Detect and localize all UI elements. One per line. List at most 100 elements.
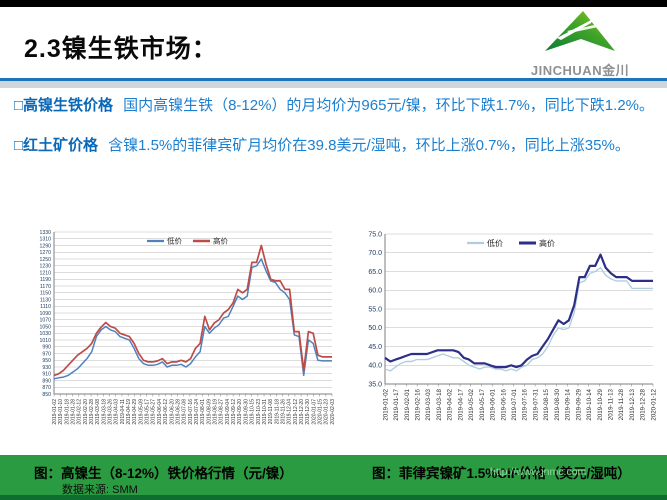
footer-bar: 图：高镍生（8-12%）铁价格行情（元/镍） 图：菲律宾镍矿1.5%CIF价格（…	[0, 455, 667, 500]
svg-text:2019-06-16: 2019-06-16	[500, 388, 507, 420]
svg-text:2019-01-28: 2019-01-28	[70, 399, 76, 425]
svg-text:2019-01-18: 2019-01-18	[64, 399, 70, 425]
svg-text:2019-07-16: 2019-07-16	[188, 399, 194, 425]
jinchuan-logo: JINCHUAN金川	[521, 7, 639, 79]
svg-text:60.0: 60.0	[368, 288, 382, 295]
svg-text:2019-05-02: 2019-05-02	[468, 388, 475, 420]
svg-text:70.0: 70.0	[368, 250, 382, 257]
svg-text:2020-01-23: 2020-01-23	[324, 399, 330, 425]
svg-text:1330: 1330	[39, 230, 51, 236]
svg-text:2019-04-03: 2019-04-03	[114, 399, 120, 425]
caption-left: 图：高镍生（8-12%）铁价格行情（元/镍）	[34, 466, 293, 481]
svg-text:1210: 1210	[39, 270, 51, 276]
bullet-laterite-text: 含镍1.5%的菲律宾矿月均价在39.8美元/湿吨，环比上涨0.7%，同比上涨35…	[108, 137, 630, 154]
svg-text:2019-10-23: 2019-10-23	[256, 399, 262, 425]
svg-text:2019-06-28: 2019-06-28	[175, 399, 181, 425]
svg-text:75.0: 75.0	[368, 231, 382, 238]
svg-text:2019-03-26: 2019-03-26	[108, 399, 114, 425]
svg-text:2020-01-12: 2020-01-12	[650, 388, 657, 420]
ore-price-chart: 75.0 70.0 65.0 60.0 55.0 50.0 45.0 40.0 35.0 2019…	[355, 218, 665, 454]
svg-text:1270: 1270	[39, 250, 51, 256]
svg-text:2019-11-26: 2019-11-26	[280, 399, 286, 424]
svg-text:2019-02-20: 2019-02-20	[83, 399, 89, 425]
svg-text:2019-06-04: 2019-06-04	[157, 399, 163, 425]
watermark-url: http://www.jnmc.com	[490, 466, 587, 478]
svg-text:2019-09-20: 2019-09-20	[237, 399, 243, 425]
svg-text:2019-12-30: 2019-12-30	[305, 399, 311, 425]
svg-text:1130: 1130	[40, 297, 51, 303]
svg-text:2019-08-01: 2019-08-01	[200, 399, 206, 425]
svg-text:1150: 1150	[40, 291, 51, 297]
svg-text:2019-11-08: 2019-11-08	[268, 399, 274, 424]
svg-text:2019-06-20: 2019-06-20	[169, 399, 175, 425]
svg-text:2019-04-19: 2019-04-19	[126, 399, 132, 425]
svg-text:高价: 高价	[539, 238, 555, 248]
header-divider-gray	[0, 81, 667, 88]
svg-text:870: 870	[42, 385, 51, 391]
svg-text:2020-02-03: 2020-02-03	[330, 399, 336, 425]
svg-text:990: 990	[42, 345, 51, 351]
svg-text:高价: 高价	[213, 236, 228, 246]
ore-price-chart-svg: 75.070.065.060.055.050.045.040.035.02019…	[368, 231, 657, 420]
svg-text:1090: 1090	[39, 311, 51, 317]
svg-text:2019-01-10: 2019-01-10	[58, 399, 64, 425]
svg-text:2019-04-11: 2019-04-11	[120, 399, 126, 424]
top-black-bar	[0, 0, 667, 7]
svg-text:1050: 1050	[39, 324, 51, 330]
svg-text:40.0: 40.0	[368, 363, 382, 370]
svg-text:2019-07-24: 2019-07-24	[194, 399, 200, 425]
svg-text:2019-11-28: 2019-11-28	[618, 388, 625, 420]
bullet-npi-price: □高镍生铁价格 国内高镍生铁（8-12%）的月均价为965元/镍，环比下跌1.7%…	[14, 92, 657, 119]
svg-text:2019-06-12: 2019-06-12	[163, 399, 169, 425]
svg-text:50.0: 50.0	[368, 325, 382, 332]
page-title: 2.3镍生铁市场：	[24, 35, 218, 63]
svg-text:1110: 1110	[40, 304, 51, 310]
svg-text:2019-04-02: 2019-04-02	[447, 388, 454, 420]
header-divider-blue	[0, 78, 667, 81]
svg-text:2019-02-01: 2019-02-01	[404, 388, 411, 420]
bullet-laterite-price: □红土矿价格 含镍1.5%的菲律宾矿月均价在39.8美元/湿吨，环比上涨0.7%，…	[14, 132, 657, 159]
bullet-laterite-label: □红土矿价格	[14, 137, 99, 154]
svg-text:2019-03-18: 2019-03-18	[436, 388, 443, 420]
svg-text:2019-12-04: 2019-12-04	[287, 399, 293, 425]
svg-text:2019-12-28: 2019-12-28	[640, 388, 647, 420]
svg-text:2019-03-08: 2019-03-08	[95, 399, 101, 425]
svg-text:1170: 1170	[40, 284, 51, 290]
svg-text:2019-10-14: 2019-10-14	[586, 388, 593, 420]
svg-text:2019-02-16: 2019-02-16	[415, 388, 422, 420]
svg-text:1290: 1290	[39, 243, 51, 249]
svg-text:2019-07-01: 2019-07-01	[511, 388, 518, 420]
svg-text:2019-08-27: 2019-08-27	[219, 399, 225, 425]
svg-text:1190: 1190	[40, 277, 51, 283]
data-source-note: 数据来源: SMM	[62, 484, 138, 496]
svg-text:2019-06-01: 2019-06-01	[490, 388, 497, 420]
svg-text:2019-09-29: 2019-09-29	[575, 388, 582, 420]
svg-text:2019-05-09: 2019-05-09	[138, 399, 144, 425]
svg-text:2019-09-14: 2019-09-14	[565, 388, 572, 420]
svg-text:2019-11-13: 2019-11-13	[607, 388, 614, 420]
svg-text:2019-09-04: 2019-09-04	[225, 399, 231, 425]
svg-text:2019-05-17: 2019-05-17	[145, 399, 151, 425]
svg-text:2019-08-19: 2019-08-19	[213, 399, 219, 425]
svg-text:2019-05-27: 2019-05-27	[151, 399, 157, 425]
svg-text:2019-01-02: 2019-01-02	[382, 388, 389, 420]
svg-text:850: 850	[42, 392, 51, 398]
svg-text:35.0: 35.0	[368, 381, 382, 388]
svg-text:950: 950	[42, 358, 51, 364]
svg-text:2020-01-07: 2020-01-07	[311, 399, 317, 425]
svg-text:2019-11-18: 2019-11-18	[274, 399, 280, 424]
svg-text:2019-09-12: 2019-09-12	[231, 399, 237, 425]
svg-text:2019-05-17: 2019-05-17	[479, 388, 486, 420]
bullet-npi-label: □高镍生铁价格	[14, 97, 114, 114]
svg-text:1070: 1070	[39, 318, 51, 324]
svg-text:2019-07-16: 2019-07-16	[522, 388, 529, 420]
svg-text:2019-01-02: 2019-01-02	[52, 399, 58, 425]
npi-price-chart: 1330 1310 1290 1270 1250 1230 1210 1190 1170 1150…	[28, 218, 340, 454]
svg-text:2019-03-18: 2019-03-18	[101, 399, 107, 425]
jinchuan-mountain-icon	[545, 11, 615, 51]
svg-text:2019-08-15: 2019-08-15	[543, 388, 550, 420]
svg-text:1030: 1030	[39, 331, 51, 337]
svg-text:930: 930	[42, 365, 51, 371]
svg-text:55.0: 55.0	[368, 306, 382, 313]
